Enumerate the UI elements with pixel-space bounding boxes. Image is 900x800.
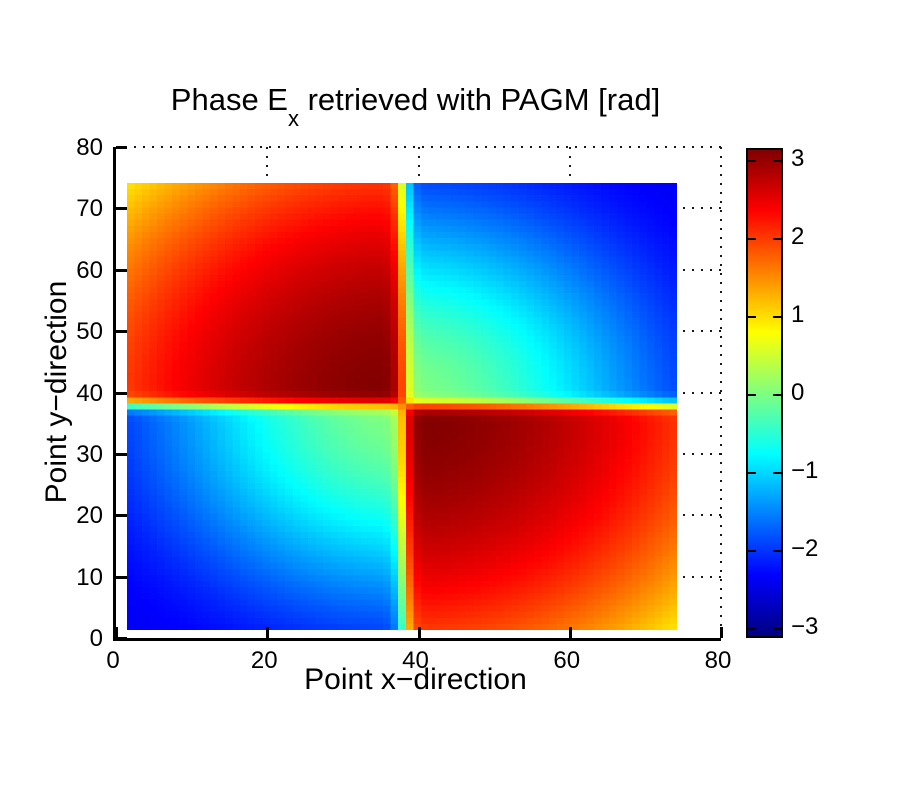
y-tick-label: 0 (89, 625, 103, 652)
chart-title-pre: Phase E (170, 82, 288, 117)
colorbar-tick-label: −3 (791, 612, 819, 640)
x-tick-mark (266, 627, 270, 638)
x-tick-label: 60 (553, 647, 581, 674)
y-tick-mark (116, 452, 127, 456)
colorbar-tick-mark (773, 238, 781, 241)
colorbar-tick-mark (773, 394, 781, 396)
colorbar-tick-label: 1 (791, 301, 805, 328)
y-tick-mark (116, 637, 127, 640)
chart-title-post: retrieved with PAGM [rad] (298, 82, 661, 117)
chart-title: Phase Ex retrieved with PAGM [rad] (115, 82, 716, 130)
y-tick-mark (116, 391, 127, 395)
colorbar-tick-mark (748, 238, 756, 241)
y-tick-mark (116, 207, 127, 211)
phase-heatmap (127, 183, 677, 630)
colorbar (746, 148, 783, 638)
x-tick-mark (720, 627, 723, 638)
x-tick-label: 20 (250, 647, 278, 674)
x-tick-label: 0 (106, 647, 120, 674)
y-tick-label: 30 (76, 440, 103, 468)
colorbar-tick-label: −2 (791, 534, 819, 562)
colorbar-tick-mark (773, 471, 781, 474)
x-tick-label: 80 (704, 647, 732, 674)
y-tick-mark (116, 514, 127, 518)
y-tick-mark (116, 268, 127, 272)
x-tick-mark (115, 627, 118, 638)
colorbar-tick-mark (773, 160, 781, 163)
y-tick-label: 80 (76, 134, 103, 161)
colorbar-tick-mark (773, 316, 781, 318)
colorbar-tick-label: 0 (791, 379, 805, 406)
x-tick-label: 40 (402, 647, 429, 674)
y-gridline (116, 146, 721, 148)
plot-area (113, 146, 723, 641)
y-tick-label: 10 (76, 563, 103, 591)
colorbar-tick-mark (748, 394, 756, 396)
y-tick-label: 50 (76, 318, 103, 346)
x-axis-label: Point x−direction (304, 663, 527, 696)
x-tick-mark (417, 627, 421, 638)
y-tick-label: 70 (76, 195, 103, 223)
y-tick-label: 60 (76, 256, 103, 284)
colorbar-tick-mark (748, 549, 756, 552)
colorbar-tick-mark (748, 471, 756, 474)
colorbar-tick-mark (773, 627, 781, 630)
y-tick-label: 40 (76, 379, 103, 407)
x-tick-mark (568, 627, 572, 638)
chart-title-subscript: x (287, 106, 299, 132)
colorbar-gradient (748, 150, 781, 636)
x-gridline (720, 147, 722, 638)
y-tick-mark (116, 146, 127, 149)
colorbar-tick-mark (748, 316, 756, 318)
colorbar-tick-label: 3 (791, 145, 805, 173)
y-tick-label: 20 (76, 502, 103, 530)
colorbar-tick-mark (748, 627, 756, 630)
colorbar-tick-label: 2 (791, 223, 805, 251)
colorbar-tick-mark (748, 160, 756, 163)
y-tick-mark (116, 330, 127, 334)
y-tick-mark (116, 575, 127, 579)
colorbar-tick-mark (773, 549, 781, 552)
colorbar-tick-label: −1 (791, 456, 819, 484)
